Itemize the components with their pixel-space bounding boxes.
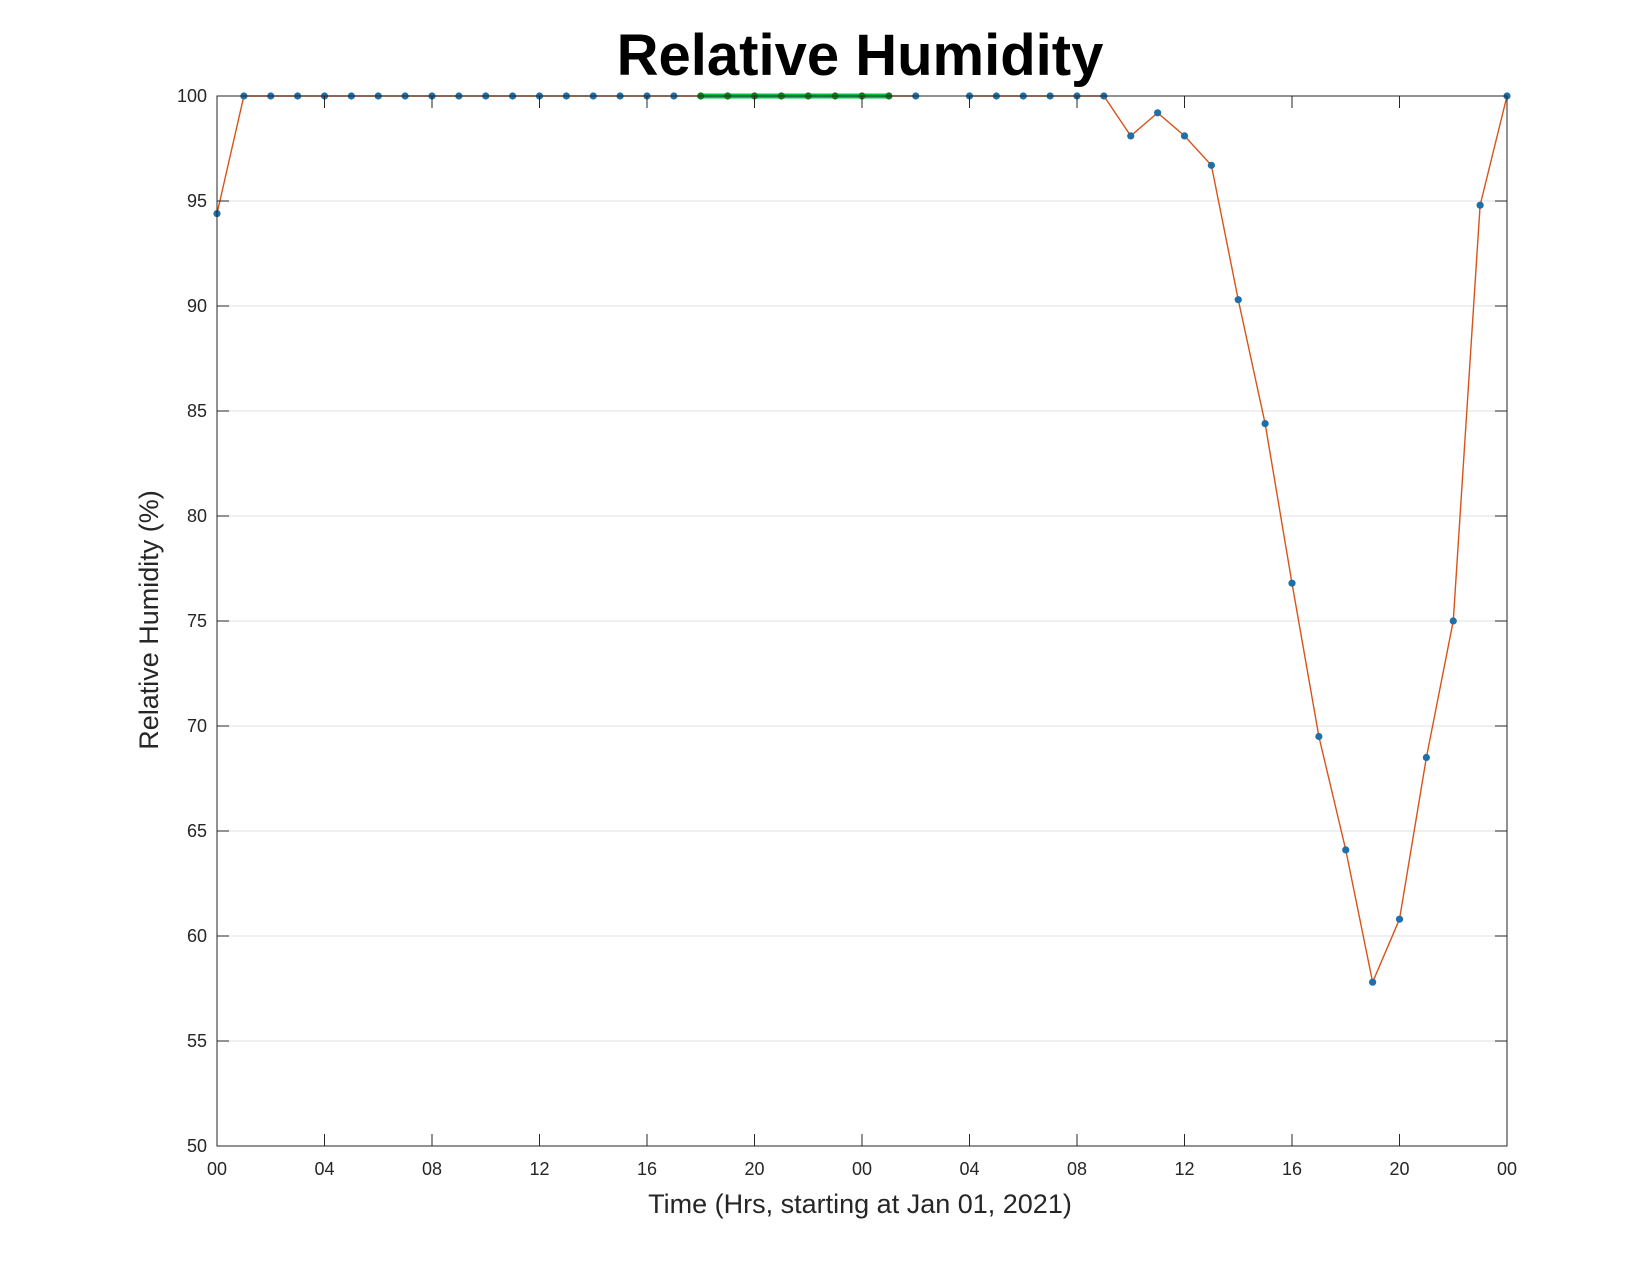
y-tick-label: 75 (187, 611, 207, 631)
y-tick-label: 50 (187, 1136, 207, 1156)
data-point (1315, 732, 1323, 741)
x-tick-label: 20 (744, 1159, 764, 1179)
x-tick-label: 08 (1067, 1159, 1087, 1179)
data-point (1395, 915, 1404, 923)
x-tick-label: 12 (529, 1159, 549, 1179)
series-line-segment (969, 95, 1508, 985)
x-axis-ticks: 00 04 08 12 16 20 00 04 08 12 16 20 00 (207, 96, 1517, 1179)
y-tick-label: 100 (177, 86, 207, 106)
data-point (1369, 978, 1377, 986)
data-point (1234, 296, 1242, 304)
data-point (1476, 201, 1484, 209)
x-tick-label: 04 (959, 1159, 979, 1179)
data-point (1342, 846, 1350, 854)
data-point (1154, 109, 1162, 117)
y-tick-label: 60 (187, 926, 207, 946)
data-point (1261, 420, 1269, 428)
data-point (1288, 579, 1296, 587)
series-line (216, 95, 1508, 985)
y-tick-label: 80 (187, 506, 207, 526)
x-tick-label: 00 (852, 1159, 872, 1179)
series-line-segment (216, 95, 916, 214)
x-tick-label: 00 (1497, 1159, 1517, 1179)
x-tick-label: 00 (207, 1159, 227, 1179)
x-tick-label: 16 (637, 1159, 657, 1179)
y-axis-label: Relative Humidity (%) (134, 490, 164, 750)
data-point (1449, 617, 1457, 625)
y-tick-label: 70 (187, 716, 207, 736)
gridlines (217, 200, 1507, 1042)
y-tick-label: 95 (187, 191, 207, 211)
y-axis-ticks: 50 55 60 65 70 75 80 85 90 95 100 (177, 86, 1507, 1156)
x-tick-label: 12 (1174, 1159, 1194, 1179)
data-point (1127, 132, 1135, 140)
x-tick-label: 04 (314, 1159, 334, 1179)
data-point (1180, 132, 1189, 140)
y-tick-label: 65 (187, 821, 207, 841)
x-tick-label: 20 (1389, 1159, 1409, 1179)
y-tick-label: 85 (187, 401, 207, 421)
chart-title: Relative Humidity (617, 23, 1104, 88)
y-tick-label: 55 (187, 1031, 207, 1051)
data-point (1207, 161, 1215, 169)
x-tick-label: 16 (1282, 1159, 1302, 1179)
x-tick-label: 08 (422, 1159, 442, 1179)
y-tick-label: 90 (187, 296, 207, 316)
x-axis-label: Time (Hrs, starting at Jan 01, 2021) (648, 1189, 1072, 1219)
data-point (1422, 753, 1430, 762)
data-markers (213, 92, 1511, 986)
